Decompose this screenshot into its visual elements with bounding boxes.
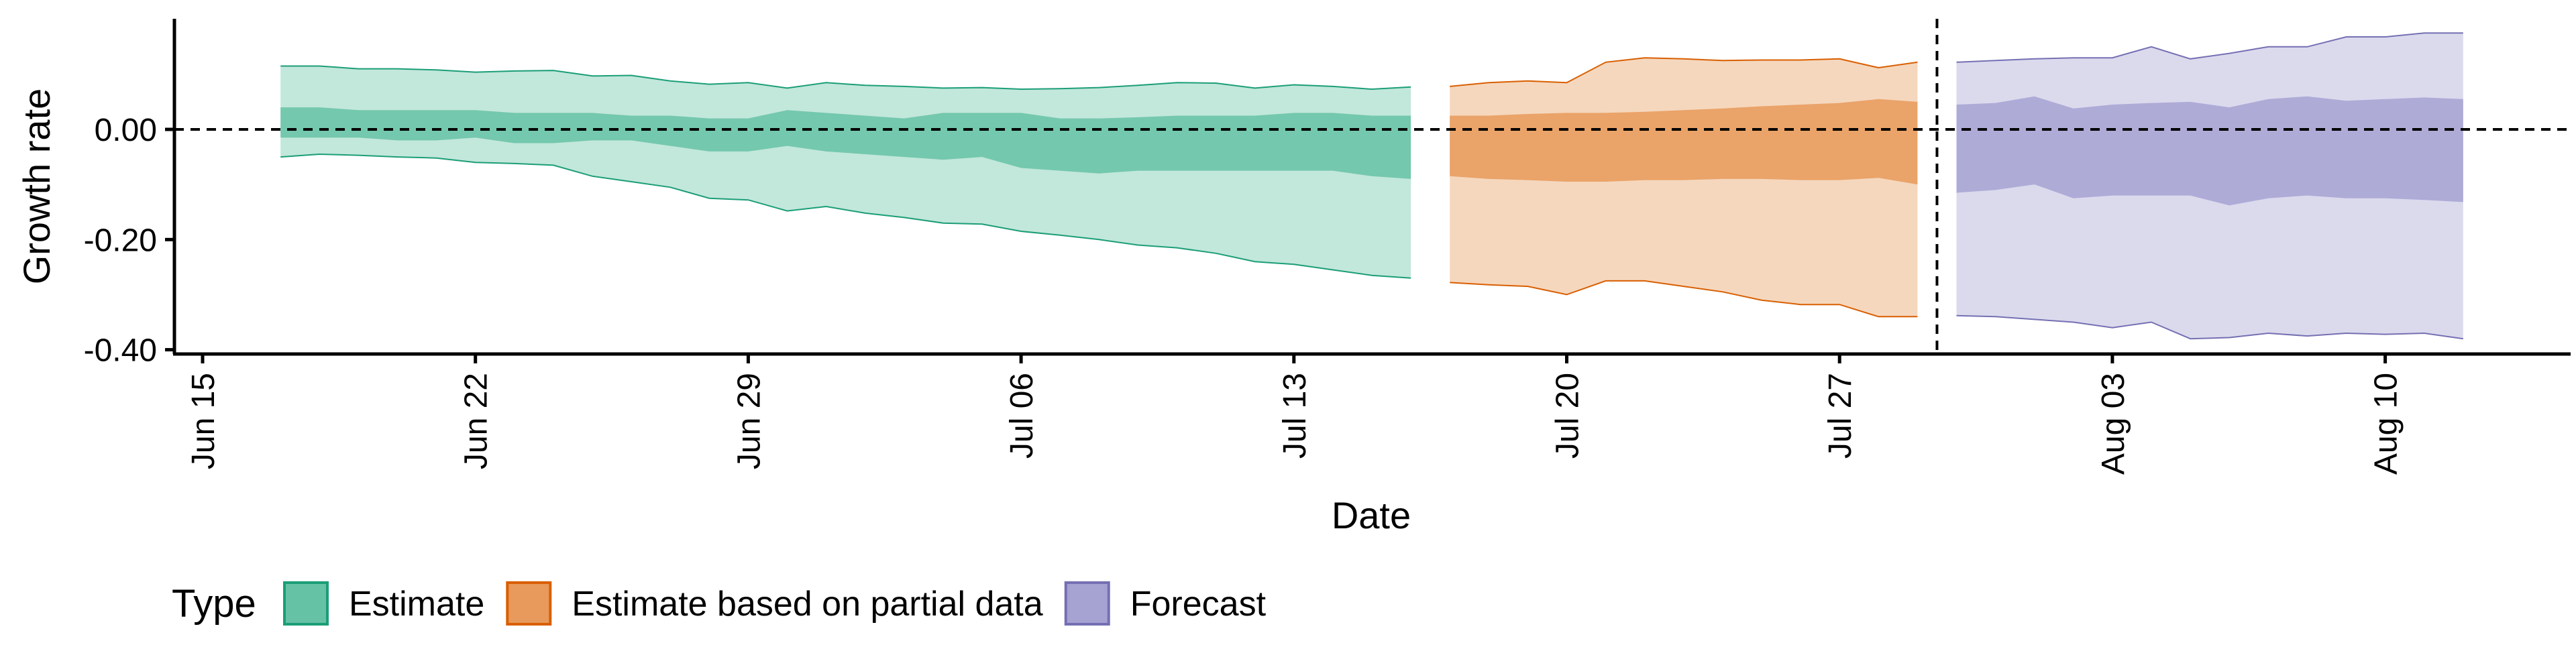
legend-label-estimate: Estimate [349,585,484,624]
inner-interval-band [1956,96,2463,206]
legend-key-forecast [1064,581,1110,626]
outer-upper-edge [1450,57,1918,87]
x-tick-label: Jul 13 [1277,373,1313,459]
x-tick-label: Jun 22 [459,373,494,469]
series-estimate [280,65,1411,279]
outer-interval-band [280,66,1411,278]
y-tick-label: -0.20 [84,223,157,258]
legend-key-estimate [283,581,329,626]
x-tick-label: Aug 10 [2369,373,2404,475]
outer-lower-edge [280,153,1411,279]
y-tick-label: 0.00 [95,113,157,148]
legend-label-forecast: Forecast [1130,585,1267,624]
outer-upper-edge [1956,32,2463,63]
outer-interval-band [1450,58,1918,317]
inner-interval-band [1450,99,1918,185]
legend: Type Estimate Estimate based on partial d… [172,581,1267,626]
legend-label-estimate-based-on-partial-data: Estimate based on partial data [572,585,1043,624]
x-tick-label: Jul 06 [1004,373,1040,459]
y-ticks: 0.00 -0.20 -0.40 [84,113,174,369]
inner-interval-band [280,107,1411,179]
x-tick-label: Jul 27 [1823,373,1858,459]
outer-upper-edge [280,65,1411,91]
legend-key-estimate-based-on-partial-data [506,581,552,626]
x-ticks: Jun 15 Jun 22 Jun 29 Jul 06 Jul 13 Jul 20 Jul … [186,354,2404,475]
x-axis-title: Date [1332,494,1411,536]
reference-lines [174,19,2571,354]
outer-lower-edge [1450,280,1918,318]
bands-layer [280,32,2463,340]
series-estimate-based-on-partial-data [1450,57,1918,318]
legend-title: Type [172,582,256,626]
axes [172,19,2571,356]
outer-lower-edge [1956,314,2463,340]
x-tick-label: Aug 03 [2096,373,2131,475]
x-tick-label: Jul 20 [1550,373,1586,459]
y-axis-title: Growth rate [15,89,58,285]
series-forecast [1956,32,2463,340]
y-tick-label: -0.40 [84,333,157,369]
x-tick-label: Jun 15 [186,373,221,469]
x-tick-label: Jun 29 [731,373,767,469]
